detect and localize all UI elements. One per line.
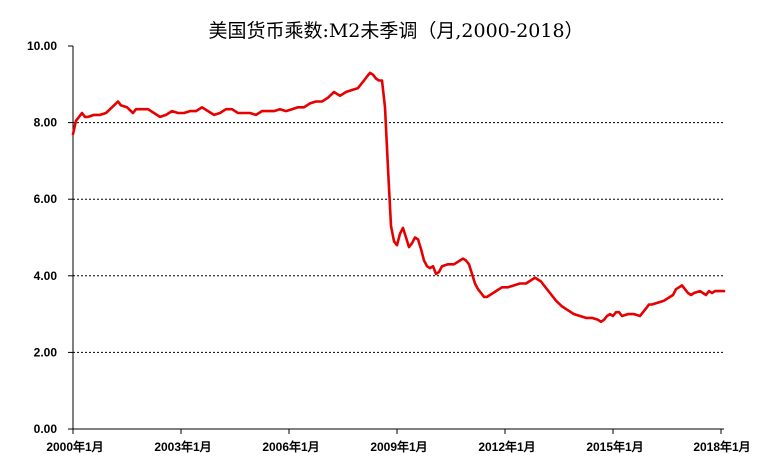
x-axis-ticks: 2000年1月 2003年1月 2006年1月 2009年1月 2012年1月 2015年… xyxy=(46,429,751,454)
chart-title: 美国货币乘数:M2未季调（月,2000-2018） xyxy=(208,20,583,42)
y-tick-label: 6.00 xyxy=(34,192,58,206)
x-tick-label: 2018年1月 xyxy=(693,439,750,454)
gridlines xyxy=(73,122,724,353)
x-tick-label: 2006年1月 xyxy=(262,439,319,454)
y-tick-label: 4.00 xyxy=(34,269,58,283)
x-tick-label: 2000年1月 xyxy=(46,439,103,454)
y-tick-label: 8.00 xyxy=(34,116,58,130)
y-tick-label: 0.00 xyxy=(34,422,58,436)
x-tick-label: 2003年1月 xyxy=(154,439,211,454)
x-tick-label: 2015年1月 xyxy=(586,439,643,454)
x-tick-label: 2009年1月 xyxy=(370,439,427,454)
y-tick-label: 2.00 xyxy=(34,345,58,359)
series-line xyxy=(71,71,726,324)
y-tick-label: 10.00 xyxy=(27,39,57,53)
y-axis-ticks: 0.00 2.00 4.00 6.00 8.00 10.00 xyxy=(27,39,73,436)
x-tick-label: 2012年1月 xyxy=(478,439,535,454)
